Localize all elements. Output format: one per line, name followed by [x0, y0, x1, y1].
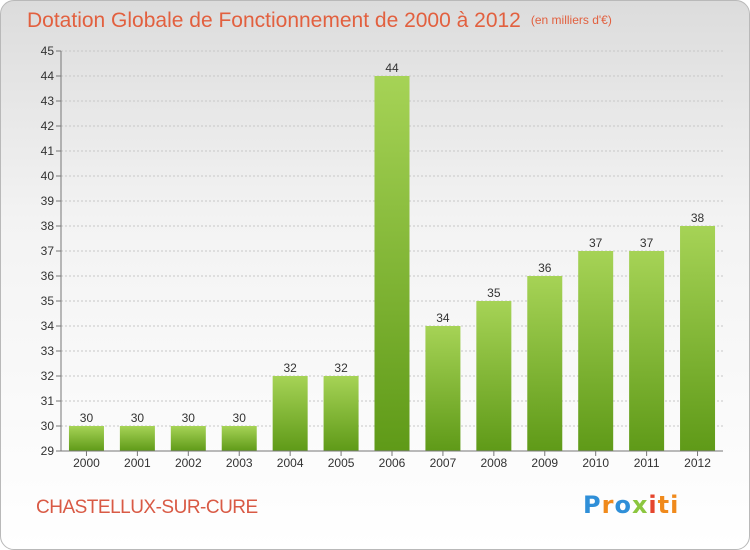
logo-letter: x	[631, 491, 649, 519]
bar	[323, 376, 359, 451]
unit-note: (en milliers d'€)	[530, 13, 612, 27]
bar	[272, 376, 308, 451]
bar	[221, 426, 257, 451]
value-label: 32	[334, 361, 348, 375]
y-tick-label: 42	[41, 119, 55, 133]
value-label: 37	[640, 236, 654, 250]
y-tick-label: 39	[41, 194, 55, 208]
value-label: 30	[233, 411, 247, 425]
bar	[527, 276, 563, 451]
chart-title: Dotation Globale de Fonctionnement de 20…	[27, 9, 612, 33]
logo-letter: P	[583, 491, 602, 519]
y-tick-label: 36	[41, 269, 55, 283]
value-label: 36	[538, 261, 552, 275]
bar	[629, 251, 665, 451]
value-label: 34	[436, 311, 450, 325]
y-tick-label: 37	[41, 244, 55, 258]
x-tick-label: 2012	[684, 456, 711, 470]
commune-name: CHASTELLUX-SUR-CURE	[36, 497, 258, 518]
y-tick-label: 29	[41, 444, 55, 458]
x-tick-label: 2000	[73, 456, 100, 470]
bar	[578, 251, 614, 451]
value-label: 44	[385, 61, 399, 75]
bar	[374, 76, 410, 451]
y-tick-label: 40	[41, 169, 55, 183]
x-tick-label: 2001	[124, 456, 151, 470]
x-tick-label: 2005	[328, 456, 355, 470]
y-tick-label: 41	[41, 144, 55, 158]
y-tick-label: 34	[41, 319, 55, 333]
y-tick-label: 33	[41, 344, 55, 358]
x-tick-label: 2002	[175, 456, 202, 470]
y-tick-label: 43	[41, 94, 55, 108]
value-label: 38	[691, 211, 705, 225]
bar	[68, 426, 104, 451]
logo-letter: o	[614, 491, 632, 519]
value-label: 30	[182, 411, 196, 425]
y-tick-label: 32	[41, 369, 55, 383]
y-tick-label: 31	[41, 394, 55, 408]
bar	[680, 226, 716, 451]
bar	[476, 301, 512, 451]
x-tick-label: 2007	[430, 456, 457, 470]
x-tick-label: 2009	[531, 456, 558, 470]
logo-letter: i	[648, 491, 658, 519]
value-label: 37	[589, 236, 603, 250]
x-tick-label: 2004	[277, 456, 304, 470]
logo-letter: ti	[657, 491, 680, 519]
y-tick-label: 30	[41, 419, 55, 433]
x-tick-label: 2003	[226, 456, 253, 470]
value-label: 30	[80, 411, 94, 425]
y-tick-label: 44	[41, 69, 55, 83]
y-tick-label: 35	[41, 294, 55, 308]
x-tick-label: 2006	[379, 456, 406, 470]
value-label: 35	[487, 286, 501, 300]
bar	[119, 426, 155, 451]
bar	[425, 326, 461, 451]
x-tick-label: 2011	[634, 456, 660, 470]
value-label: 30	[131, 411, 145, 425]
y-tick-label: 38	[41, 219, 55, 233]
x-tick-label: 2010	[582, 456, 609, 470]
proxiti-logo[interactable]: Proxiti	[583, 491, 679, 519]
title-text: Dotation Globale de Fonctionnement de 20…	[27, 9, 521, 32]
value-label: 32	[283, 361, 297, 375]
y-tick-label: 45	[41, 44, 55, 58]
x-tick-label: 2008	[480, 456, 507, 470]
logo-letter: r	[601, 491, 615, 519]
bar	[170, 426, 206, 451]
